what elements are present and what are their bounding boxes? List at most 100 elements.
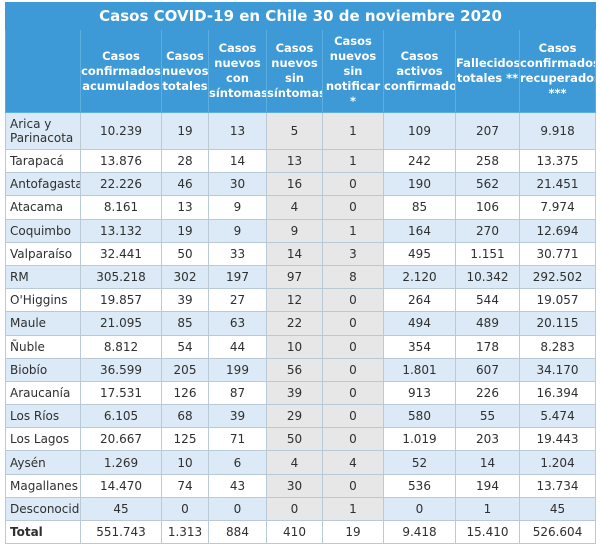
table-body: Arica y Parinacota 10.239 19 13 5 1 109 207 9.91… [5,112,597,544]
value-cell: 97 [266,264,323,290]
region-name: Maule [5,311,81,336]
value-cell: 197 [208,264,267,290]
value-cell: 494 [383,311,456,336]
value-cell: 106 [455,195,520,220]
value-cell: 29 [266,404,323,429]
table-row: O'Higgins 19.857 39 27 12 0 264 544 19.057 [5,288,597,313]
region-name: Biobío [5,357,81,382]
value-cell: 20.667 [80,427,162,452]
value-cell: 16.394 [518,380,597,406]
value-cell: 56 [266,357,323,382]
value-cell: 1.313 [161,519,209,544]
value-cell: 85 [161,311,209,336]
table-row: Desconocida 45 0 0 0 1 0 1 45 [5,496,597,522]
value-cell: 0 [322,357,384,382]
value-cell: 0 [322,172,384,197]
value-cell: 164 [383,218,456,243]
value-cell: 203 [455,427,520,452]
region-name: Total [5,519,81,544]
value-cell: 242 [383,148,456,174]
value-cell: 264 [383,288,456,313]
value-cell: 19 [161,112,209,150]
value-cell: 13.375 [518,148,597,174]
region-name: Coquimbo [5,218,81,243]
table-row: RM 305.218 302 197 97 8 2.120 10.342 292.502 [5,264,597,290]
value-cell: 6 [208,450,267,475]
value-cell: 13 [161,195,209,220]
value-cell: 13 [208,112,267,150]
value-cell: 30.771 [518,241,597,266]
value-cell: 52 [383,450,456,475]
value-cell: 884 [208,519,267,544]
value-cell: 7.974 [518,195,597,220]
value-cell: 71 [208,427,267,452]
table-row: Aysén 1.269 10 6 4 4 52 14 1.204 [5,450,597,475]
value-cell: 1 [455,496,520,522]
value-cell: 9.418 [383,519,456,544]
value-cell: 1 [322,496,384,522]
value-cell: 1.019 [383,427,456,452]
value-cell: 55 [455,404,520,429]
value-cell: 46 [161,172,209,197]
table-row: Ñuble 8.812 54 44 10 0 354 178 8.283 [5,334,597,359]
value-cell: 39 [266,380,323,406]
table-row: Maule 21.095 85 63 22 0 494 489 20.115 [5,311,597,336]
value-cell: 74 [161,473,209,498]
covid-cases-table: Casos COVID-19 en Chile 30 de noviembre … [4,2,597,544]
column-header: Casos nuevos sin síntomas [266,29,323,113]
value-cell: 20.115 [518,311,597,336]
value-cell: 21.451 [518,172,597,197]
region-name: Magallanes [5,473,81,498]
value-cell: 14 [266,241,323,266]
value-cell: 3 [322,241,384,266]
value-cell: 28 [161,148,209,174]
value-cell: 0 [322,288,384,313]
value-cell: 9.918 [518,112,597,150]
value-cell: 2.120 [383,264,456,290]
value-cell: 562 [455,172,520,197]
value-cell: 410 [266,519,323,544]
value-cell: 13.734 [518,473,597,498]
value-cell: 270 [455,218,520,243]
region-name: RM [5,264,81,290]
value-cell: 12 [266,288,323,313]
value-cell: 14 [455,450,520,475]
region-name: Ñuble [5,334,81,359]
value-cell: 9 [208,218,267,243]
value-cell: 354 [383,334,456,359]
value-cell: 10.342 [455,264,520,290]
value-cell: 22.226 [80,172,162,197]
value-cell: 551.743 [80,519,162,544]
value-cell: 19.857 [80,288,162,313]
value-cell: 1 [322,218,384,243]
region-name: Antofagasta [5,172,81,197]
table-row: Biobío 36.599 205 199 56 0 1.801 607 34.170 [5,357,597,382]
value-cell: 45 [518,496,597,522]
value-cell: 0 [322,380,384,406]
value-cell: 43 [208,473,267,498]
value-cell: 0 [322,334,384,359]
region-name: Atacama [5,195,81,220]
column-header [5,29,81,113]
value-cell: 0 [266,496,323,522]
value-cell: 258 [455,148,520,174]
value-cell: 4 [266,195,323,220]
table-row: Magallanes 14.470 74 43 30 0 536 194 13.734 [5,473,597,498]
value-cell: 580 [383,404,456,429]
value-cell: 50 [161,241,209,266]
region-name: Valparaíso [5,241,81,266]
value-cell: 0 [322,473,384,498]
value-cell: 22 [266,311,323,336]
column-header: Fallecidos totales ** [455,29,520,113]
value-cell: 1.269 [80,450,162,475]
value-cell: 9 [208,195,267,220]
value-cell: 19.443 [518,427,597,452]
value-cell: 8.812 [80,334,162,359]
value-cell: 495 [383,241,456,266]
value-cell: 199 [208,357,267,382]
value-cell: 33 [208,241,267,266]
column-header-row: Casos confirmados acumulados Casos nuevos… [5,29,597,113]
value-cell: 87 [208,380,267,406]
region-name: Aysén [5,450,81,475]
value-cell: 190 [383,172,456,197]
